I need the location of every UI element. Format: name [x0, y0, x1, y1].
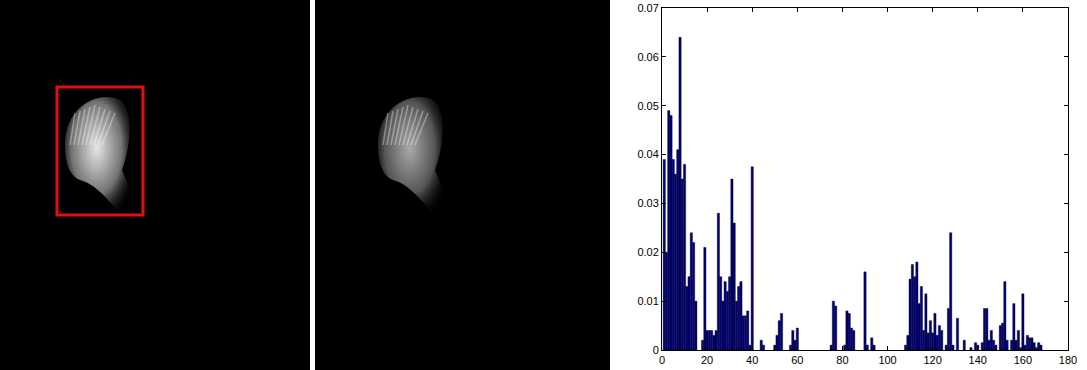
svg-text:20: 20	[701, 354, 713, 366]
svg-text:0.02: 0.02	[637, 246, 658, 258]
svg-text:0: 0	[659, 354, 665, 366]
svg-text:0.06: 0.06	[637, 51, 658, 63]
svg-text:0.07: 0.07	[637, 2, 658, 14]
svg-text:120: 120	[923, 354, 941, 366]
svg-text:0.01: 0.01	[637, 295, 658, 307]
svg-text:0.04: 0.04	[637, 148, 658, 160]
svg-text:0: 0	[653, 344, 659, 356]
svg-text:60: 60	[791, 354, 803, 366]
svg-text:160: 160	[1014, 354, 1032, 366]
svg-text:180: 180	[1059, 354, 1077, 366]
svg-text:140: 140	[969, 354, 987, 366]
svg-text:0.05: 0.05	[637, 100, 658, 112]
svg-text:40: 40	[746, 354, 758, 366]
svg-text:100: 100	[878, 354, 896, 366]
svg-text:0.03: 0.03	[637, 197, 658, 209]
svg-text:80: 80	[836, 354, 848, 366]
